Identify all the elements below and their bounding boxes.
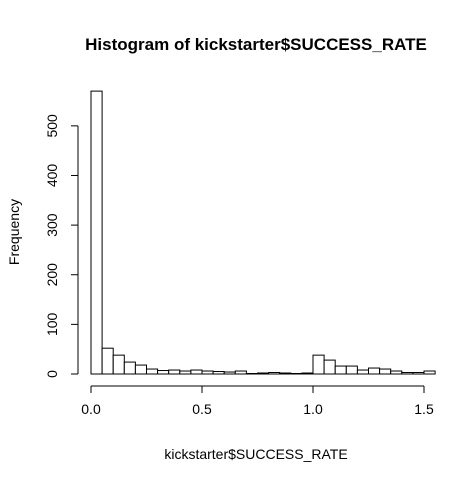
histogram-bar [423,370,436,375]
histogram-bar [212,371,225,375]
histogram-bar [312,354,325,375]
y-tick-label: 200 [44,263,60,287]
histogram-bar [168,369,181,375]
histogram-bar [123,361,136,375]
histogram-bar [412,372,425,375]
histogram-bar [112,354,125,375]
y-tick-label: 400 [44,164,60,188]
histogram-bar [268,372,281,375]
histogram-bar [257,372,270,375]
histogram-bar [179,370,192,375]
histogram-bar [345,365,358,375]
histogram-bar [134,364,147,375]
histogram-bar [190,369,203,375]
bars-group [90,90,436,375]
x-tick-label: 0.5 [192,401,212,417]
histogram-bar [379,368,392,375]
histogram-bar [279,372,292,375]
histogram-bar [323,359,336,375]
histogram-bar [356,369,369,375]
histogram-bar [201,370,214,375]
histogram-bar [101,347,114,375]
histogram-bar [245,373,258,375]
x-axis: 0.0 0.5 1.0 1.5 [81,385,434,417]
y-tick-label: 0 [44,370,60,378]
x-tick-label: 1.5 [414,401,434,417]
histogram-bar [301,372,314,375]
histogram-bar [334,365,347,375]
histogram-bar [290,373,303,375]
histogram-bar [390,370,403,375]
y-axis: 0 100 200 300 400 500 [44,114,79,378]
histogram-bar [146,368,159,375]
chart-title: Histogram of kickstarter$SUCCESS_RATE [85,35,427,54]
y-tick-label: 100 [44,312,60,336]
y-axis-label: Frequency [6,199,22,265]
histogram-bar [234,370,247,375]
x-tick-label: 1.0 [303,401,323,417]
histogram-bar [157,370,170,375]
histogram-bar [401,372,414,375]
histogram-bar [223,371,236,375]
y-tick-label: 300 [44,213,60,237]
histogram-bar [368,367,381,375]
x-tick-label: 0.0 [81,401,101,417]
y-tick-label: 500 [44,114,60,138]
histogram-bar [90,90,103,375]
x-axis-label: kickstarter$SUCCESS_RATE [164,446,347,462]
